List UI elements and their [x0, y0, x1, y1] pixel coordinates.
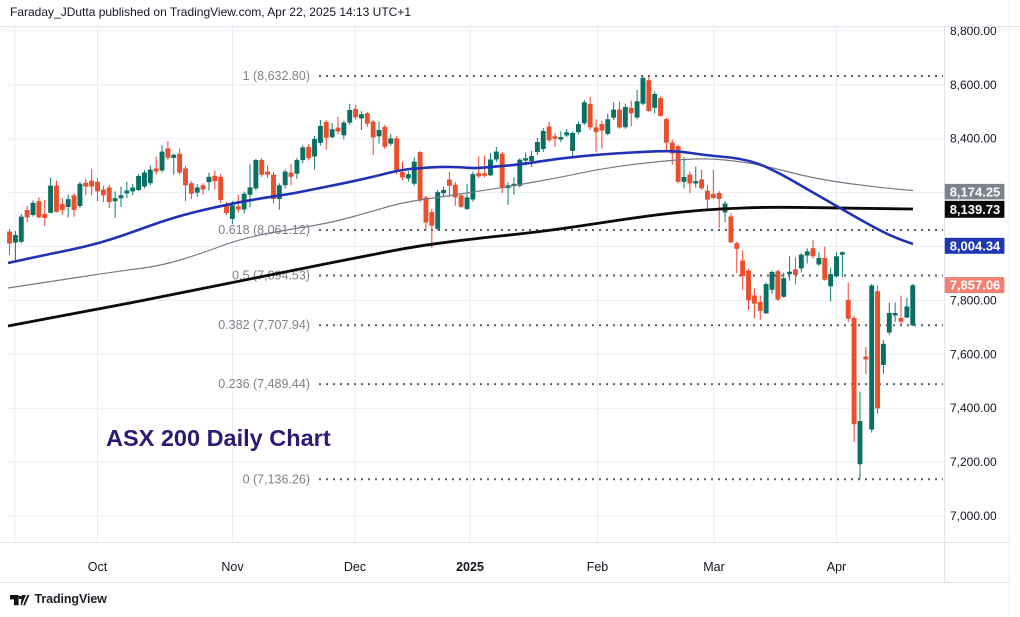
svg-text:7,800.00: 7,800.00 [950, 293, 997, 307]
svg-text:Mar: Mar [703, 560, 725, 574]
svg-text:7,200.00: 7,200.00 [950, 455, 997, 469]
svg-text:0.618 (8,061.12): 0.618 (8,061.12) [218, 223, 310, 237]
svg-text:2025: 2025 [456, 560, 484, 574]
svg-text:0 (7,136.26): 0 (7,136.26) [243, 472, 310, 486]
svg-text:Nov: Nov [221, 560, 244, 574]
svg-text:1 (8,632.80): 1 (8,632.80) [243, 69, 310, 83]
svg-text:7,857.06: 7,857.06 [950, 278, 1001, 293]
svg-text:8,174.25: 8,174.25 [950, 184, 1001, 199]
svg-text:8,800.00: 8,800.00 [950, 24, 997, 38]
svg-text:ASX 200 Daily Chart: ASX 200 Daily Chart [106, 425, 331, 451]
svg-text:8,004.34: 8,004.34 [950, 238, 1001, 253]
svg-text:8,400.00: 8,400.00 [950, 132, 997, 146]
svg-text:Oct: Oct [88, 560, 108, 574]
svg-text:0.236 (7,489.44): 0.236 (7,489.44) [218, 377, 310, 391]
svg-text:0.382 (7,707.94): 0.382 (7,707.94) [218, 318, 310, 332]
svg-text:7,000.00: 7,000.00 [950, 509, 997, 523]
svg-text:Apr: Apr [827, 560, 846, 574]
svg-text:7,400.00: 7,400.00 [950, 401, 997, 415]
svg-text:8,600.00: 8,600.00 [950, 78, 997, 92]
svg-text:Dec: Dec [344, 560, 366, 574]
svg-text:Feb: Feb [587, 560, 609, 574]
svg-text:7,600.00: 7,600.00 [950, 347, 997, 361]
svg-text:8,139.73: 8,139.73 [950, 202, 1001, 217]
